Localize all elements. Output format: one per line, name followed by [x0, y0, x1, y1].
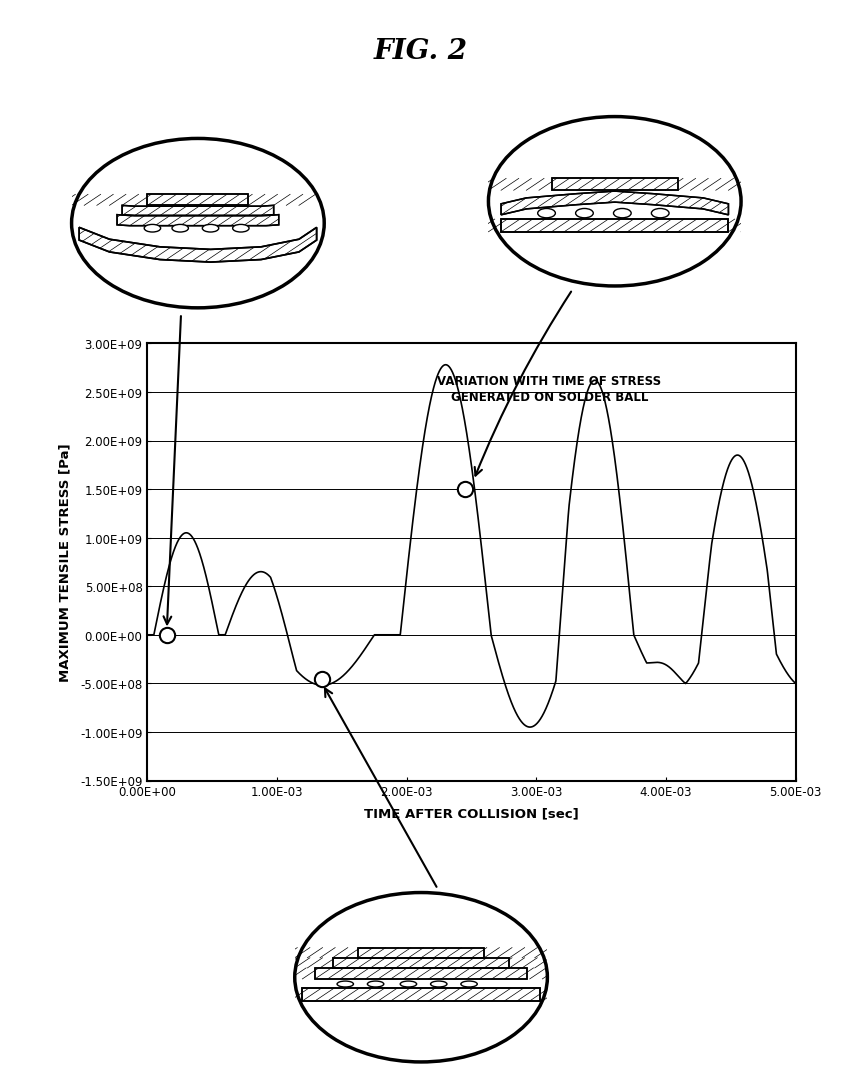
Bar	[501, 219, 728, 233]
Bar	[501, 219, 728, 233]
Ellipse shape	[337, 981, 354, 987]
Bar	[147, 195, 248, 206]
Bar	[147, 195, 248, 206]
Polygon shape	[501, 192, 728, 215]
Polygon shape	[79, 228, 317, 263]
Ellipse shape	[461, 981, 477, 987]
Ellipse shape	[202, 225, 219, 233]
Ellipse shape	[367, 981, 384, 987]
Ellipse shape	[430, 981, 447, 987]
Bar	[358, 948, 484, 958]
Bar	[302, 988, 540, 1001]
Bar	[315, 968, 527, 980]
Ellipse shape	[613, 210, 631, 218]
Bar	[333, 958, 509, 968]
Bar	[358, 948, 484, 958]
Polygon shape	[117, 215, 279, 226]
Text: FIG. 2: FIG. 2	[374, 38, 468, 66]
Ellipse shape	[651, 210, 669, 218]
Bar	[315, 968, 527, 980]
Bar	[333, 958, 509, 968]
Ellipse shape	[172, 225, 189, 233]
Bar	[302, 988, 540, 1001]
Bar	[552, 179, 678, 191]
Polygon shape	[122, 206, 274, 216]
Ellipse shape	[144, 225, 161, 233]
Ellipse shape	[537, 210, 555, 218]
Ellipse shape	[400, 981, 417, 987]
Y-axis label: MAXIMUM TENSILE STRESS [Pa]: MAXIMUM TENSILE STRESS [Pa]	[59, 443, 72, 681]
Ellipse shape	[576, 210, 593, 218]
Ellipse shape	[232, 225, 249, 233]
Bar	[552, 179, 678, 191]
X-axis label: TIME AFTER COLLISION [sec]: TIME AFTER COLLISION [sec]	[364, 807, 579, 820]
Text: VARIATION WITH TIME OF STRESS
GENERATED ON SOLDER BALL: VARIATION WITH TIME OF STRESS GENERATED …	[437, 375, 661, 404]
